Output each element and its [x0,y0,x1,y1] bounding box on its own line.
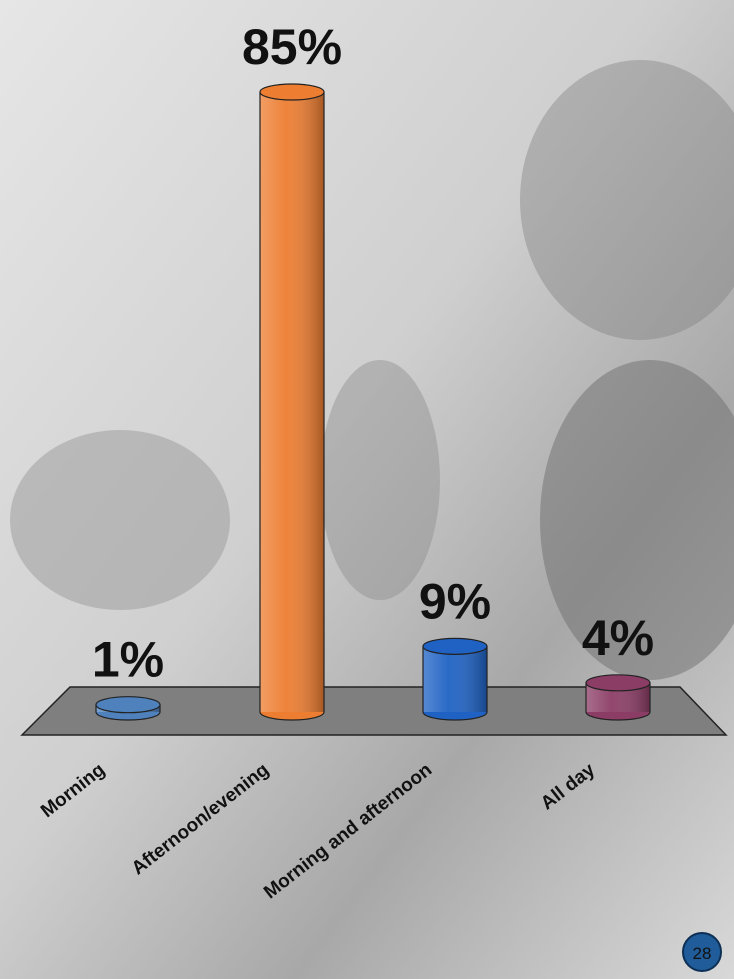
bar-cap [96,697,160,713]
value-label: 1% [92,632,164,688]
bar-shade [423,646,487,712]
bar-shade [260,92,324,712]
background-tree [320,360,440,600]
value-label: 4% [582,610,654,666]
page: {"chart_data": {"type": "bar3d", "catego… [0,0,734,979]
chart: 1%Morning85%Afternoon/evening9%Morning a… [0,0,734,979]
bar-cap [423,638,487,654]
bar-cap [586,675,650,691]
value-label: 9% [419,573,491,629]
value-label: 85% [242,19,342,75]
page-number: 28 [693,944,712,963]
bar-cap [260,84,324,100]
background-tree [10,430,230,610]
